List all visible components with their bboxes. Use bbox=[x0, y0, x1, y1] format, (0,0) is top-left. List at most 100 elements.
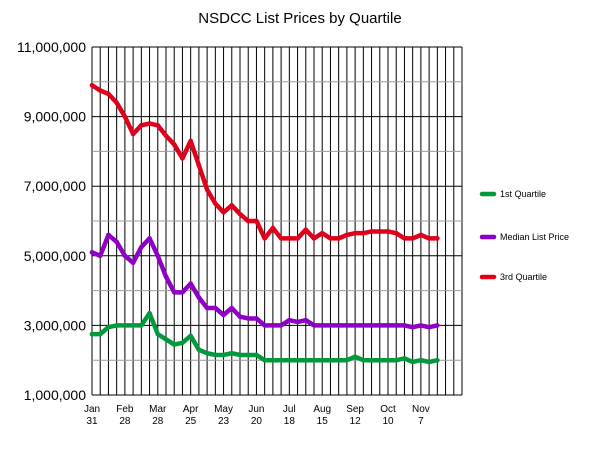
y-tick-label: 7,000,000 bbox=[24, 178, 86, 194]
x-tick-month: Apr bbox=[183, 404, 199, 415]
data-point bbox=[204, 350, 210, 356]
data-point bbox=[426, 359, 432, 365]
data-point bbox=[262, 357, 267, 363]
x-tick-day: 10 bbox=[382, 416, 394, 427]
data-point bbox=[155, 123, 161, 128]
data-point bbox=[221, 210, 226, 215]
data-point bbox=[328, 323, 333, 328]
data-point bbox=[336, 236, 341, 241]
x-tick-month: Jul bbox=[283, 404, 296, 415]
data-point bbox=[188, 281, 193, 286]
data-point bbox=[130, 131, 136, 137]
data-point bbox=[262, 236, 267, 241]
grid bbox=[91, 46, 463, 396]
y-tick-label: 9,000,000 bbox=[24, 109, 86, 125]
x-tick-day: 28 bbox=[119, 416, 131, 427]
x-tick-day: 28 bbox=[152, 416, 164, 427]
x-tick-month: Jun bbox=[248, 404, 264, 415]
y-tick-label: 3,000,000 bbox=[24, 317, 86, 333]
x-tick-month: May bbox=[214, 404, 233, 415]
data-point bbox=[196, 295, 202, 300]
data-point bbox=[287, 317, 292, 323]
x-tick-day: 18 bbox=[284, 416, 296, 427]
x-tick-month: Mar bbox=[149, 404, 167, 415]
x-tick-month: Oct bbox=[380, 404, 396, 415]
data-point bbox=[163, 133, 169, 139]
data-point bbox=[213, 305, 218, 311]
data-point bbox=[435, 323, 440, 328]
data-point bbox=[328, 236, 333, 241]
data-point bbox=[245, 218, 251, 224]
data-point bbox=[319, 230, 325, 236]
data-point bbox=[204, 305, 210, 311]
data-point bbox=[106, 91, 111, 97]
data-point bbox=[245, 316, 251, 321]
data-point bbox=[385, 229, 391, 234]
data-point bbox=[237, 211, 243, 217]
data-point bbox=[147, 236, 152, 241]
data-point bbox=[155, 253, 161, 259]
data-point bbox=[426, 324, 432, 330]
data-point bbox=[393, 323, 399, 328]
data-point bbox=[303, 357, 309, 363]
data-point bbox=[254, 352, 259, 358]
data-point bbox=[139, 244, 144, 250]
data-point bbox=[410, 359, 415, 365]
data-point bbox=[295, 236, 300, 241]
data-point bbox=[204, 187, 210, 192]
data-point bbox=[344, 357, 350, 363]
data-point bbox=[361, 230, 366, 236]
data-point bbox=[122, 253, 128, 259]
data-point bbox=[385, 323, 391, 328]
x-tick-month: Feb bbox=[116, 404, 134, 415]
data-point bbox=[254, 218, 259, 224]
data-point bbox=[122, 114, 128, 119]
data-point bbox=[344, 232, 350, 238]
data-point bbox=[122, 323, 128, 328]
legend: 1st Quartile Median List Price 3rd Quartil… bbox=[479, 189, 569, 282]
data-point bbox=[97, 253, 103, 259]
data-point bbox=[426, 236, 432, 241]
data-point bbox=[311, 357, 317, 363]
data-point bbox=[352, 354, 358, 360]
data-point bbox=[229, 350, 235, 356]
data-point bbox=[385, 357, 391, 363]
data-point bbox=[155, 331, 161, 337]
data-point bbox=[171, 290, 177, 295]
data-point bbox=[163, 337, 169, 342]
data-point bbox=[171, 342, 177, 347]
data-point bbox=[139, 123, 144, 128]
x-tick-day: 31 bbox=[86, 416, 98, 427]
data-point bbox=[328, 357, 333, 363]
data-point bbox=[171, 142, 177, 147]
legend-label: Median List Price bbox=[500, 232, 569, 242]
y-tick-label: 5,000,000 bbox=[24, 248, 86, 264]
data-point bbox=[221, 312, 226, 318]
data-point bbox=[254, 316, 259, 321]
data-point bbox=[303, 317, 309, 323]
x-tick-month: Sep bbox=[346, 404, 364, 415]
data-point bbox=[229, 305, 235, 311]
data-point bbox=[114, 239, 119, 245]
data-point bbox=[303, 227, 309, 232]
data-point bbox=[278, 323, 284, 328]
data-point bbox=[229, 203, 235, 208]
data-point bbox=[369, 357, 374, 363]
data-point bbox=[311, 323, 317, 328]
legend-label: 1st Quartile bbox=[500, 189, 546, 199]
data-point bbox=[89, 82, 95, 88]
data-point bbox=[278, 357, 284, 363]
data-point bbox=[163, 274, 169, 279]
data-point bbox=[237, 352, 243, 358]
data-point bbox=[352, 230, 358, 236]
data-point bbox=[139, 323, 144, 328]
data-point bbox=[180, 156, 185, 161]
data-point bbox=[147, 310, 152, 316]
data-point bbox=[352, 323, 358, 328]
data-point bbox=[319, 357, 325, 363]
data-point bbox=[89, 331, 95, 337]
data-point bbox=[147, 121, 152, 126]
x-axis: Jan31Feb28Mar28Apr25May23Jun20Jul18Aug15… bbox=[84, 404, 430, 427]
data-point bbox=[221, 352, 226, 358]
